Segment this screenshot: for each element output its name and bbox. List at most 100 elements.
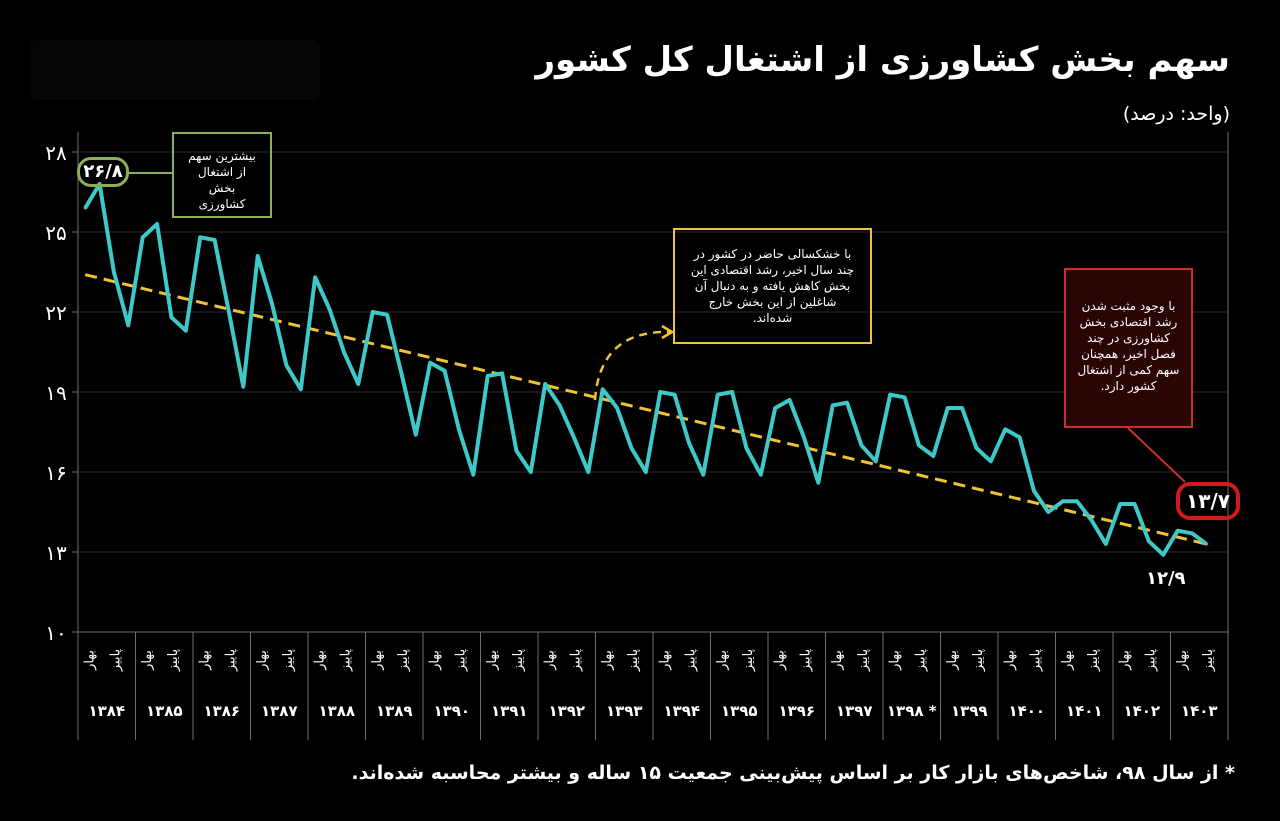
- season-label: پاییز: [511, 648, 526, 672]
- data-point: [874, 459, 878, 463]
- data-point: [644, 470, 648, 474]
- data-point: [802, 435, 806, 439]
- season-label: بهار: [370, 650, 385, 671]
- data-point: [629, 446, 633, 450]
- season-label: بهار: [715, 650, 730, 671]
- season-label: بهار: [830, 650, 845, 671]
- data-point: [744, 446, 748, 450]
- season-label: پاییز: [798, 648, 813, 672]
- season-label: پاییز: [166, 648, 181, 672]
- year-label: ۱۳۹۴: [663, 702, 700, 720]
- data-point: [658, 390, 662, 394]
- data-point: [443, 369, 447, 373]
- data-point: [486, 374, 490, 378]
- data-point: [500, 371, 504, 375]
- data-point: [1046, 510, 1050, 514]
- season-label: پاییز: [913, 648, 928, 672]
- year-label: ۱۳۸۸: [318, 702, 355, 720]
- data-point: [716, 393, 720, 397]
- data-point: [845, 401, 849, 405]
- data-point: [471, 473, 475, 477]
- data-point: [960, 406, 964, 410]
- season-label: پاییز: [1028, 648, 1043, 672]
- season-label: پاییز: [281, 648, 296, 672]
- data-point: [816, 481, 820, 485]
- logo-watermark: [30, 40, 320, 100]
- season-label: بهار: [198, 650, 213, 671]
- season-label: بهار: [428, 650, 443, 671]
- data-point: [1190, 531, 1194, 535]
- data-point: [241, 385, 245, 389]
- data-point: [859, 443, 863, 447]
- year-label: ۱۳۹۰: [433, 702, 470, 720]
- season-label: بهار: [140, 650, 155, 671]
- season-label: پاییز: [396, 648, 411, 672]
- data-point: [673, 393, 677, 397]
- season-label: بهار: [1175, 650, 1190, 671]
- season-label: پاییز: [223, 648, 238, 672]
- data-point: [371, 310, 375, 314]
- x-axis: ۱۳۸۴ بهار پاییز ۱۳۸۵ بهار پاییز ۱۳۸۶ بهار پاییز ۱…: [77, 632, 1229, 740]
- season-label: پاییز: [108, 648, 123, 672]
- data-point: [831, 403, 835, 407]
- data-point: [931, 454, 935, 458]
- annotation-layer: [129, 172, 1186, 483]
- season-label: پاییز: [1143, 648, 1158, 672]
- data-point: [399, 371, 403, 375]
- data-point: [1018, 435, 1022, 439]
- season-label: بهار: [255, 650, 270, 671]
- data-point: [601, 387, 605, 391]
- data-point: [284, 363, 288, 367]
- y-axis-ticks: ۱۰ ۱۳ ۱۶ ۱۹ ۲۲ ۲۵ ۲۸: [45, 141, 78, 645]
- data-point: [1161, 553, 1165, 557]
- data-point: [543, 382, 547, 386]
- data-point: [112, 270, 116, 274]
- data-point: [198, 235, 202, 239]
- data-point: [126, 323, 130, 327]
- y-tick-label: ۲۸: [45, 141, 67, 165]
- y-tick-label: ۱۳: [45, 541, 67, 565]
- data-point: [328, 307, 332, 311]
- year-label: ۱۳۸۹: [376, 702, 413, 720]
- data-point: [701, 473, 705, 477]
- data-point: [615, 406, 619, 410]
- year-label: ۱۳۹۸ *: [887, 702, 937, 720]
- drought-arrow: [593, 330, 671, 401]
- data-point: [917, 443, 921, 447]
- season-label: پاییز: [338, 648, 353, 672]
- year-label: ۱۴۰۲: [1123, 702, 1160, 720]
- season-label: پاییز: [683, 648, 698, 672]
- year-label: ۱۳۸۶: [203, 702, 240, 720]
- trend-line: [84, 273, 1207, 546]
- season-label: بهار: [600, 650, 615, 671]
- data-point: [558, 403, 562, 407]
- unit-label: (واحد: درصد): [1122, 103, 1230, 125]
- year-label: ۱۴۰۱: [1066, 702, 1103, 720]
- series-layer: [83, 182, 1208, 557]
- data-point: [1032, 489, 1036, 493]
- season-label: بهار: [485, 650, 500, 671]
- data-point: [299, 387, 303, 391]
- drought-arrow-head: [661, 324, 675, 340]
- data-point: [385, 313, 389, 317]
- data-point: [169, 315, 173, 319]
- recent-note-box: با وجود مثبت شدن رشد اقتصادی بخش کشاورزی…: [1064, 268, 1193, 428]
- max-value-callout: ۲۶/۸: [77, 157, 129, 187]
- data-point: [457, 427, 461, 431]
- data-point: [428, 361, 432, 365]
- season-label: بهار: [1060, 650, 1075, 671]
- data-point: [356, 382, 360, 386]
- drought-note-box: با خشکسالی حاضر در کشور در چند سال اخیر،…: [673, 228, 872, 344]
- season-label: پاییز: [971, 648, 986, 672]
- season-label: بهار: [888, 650, 903, 671]
- data-point: [1104, 542, 1108, 546]
- data-point: [1147, 539, 1151, 543]
- data-point: [974, 446, 978, 450]
- season-label: پاییز: [1201, 648, 1216, 672]
- max-note-box: بیشترین سهم از اشتغال بخش کشاورزی: [172, 132, 272, 218]
- season-label: بهار: [945, 650, 960, 671]
- data-point: [256, 254, 260, 258]
- season-label: بهار: [83, 650, 98, 671]
- data-point: [213, 238, 217, 242]
- year-label: ۱۳۸۵: [146, 702, 183, 720]
